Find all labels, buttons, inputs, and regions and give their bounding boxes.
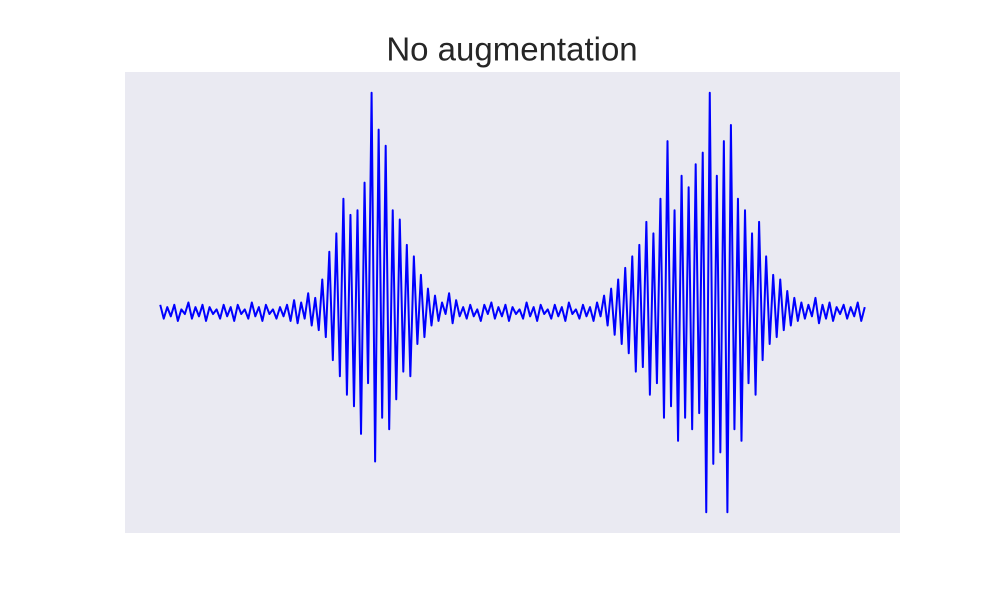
chart-title: No augmentation [386, 31, 637, 68]
line [159, 91, 866, 514]
plot-area [125, 72, 900, 533]
